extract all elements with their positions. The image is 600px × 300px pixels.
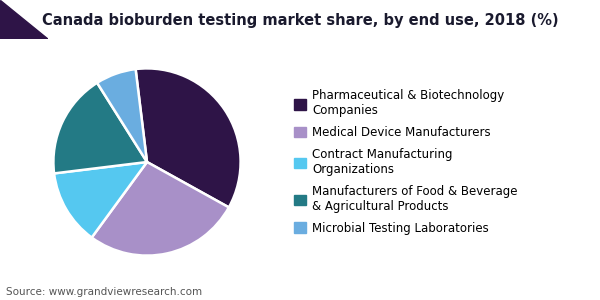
- Wedge shape: [97, 69, 147, 162]
- Text: Canada bioburden testing market share, by end use, 2018 (%): Canada bioburden testing market share, b…: [41, 14, 559, 28]
- Wedge shape: [136, 68, 241, 207]
- Text: Source: www.grandviewresearch.com: Source: www.grandviewresearch.com: [6, 287, 202, 297]
- Polygon shape: [0, 0, 48, 39]
- Wedge shape: [54, 162, 147, 238]
- Legend: Pharmaceutical & Biotechnology
Companies, Medical Device Manufacturers, Contract: Pharmaceutical & Biotechnology Companies…: [294, 89, 517, 235]
- Wedge shape: [53, 83, 147, 173]
- Wedge shape: [92, 162, 229, 256]
